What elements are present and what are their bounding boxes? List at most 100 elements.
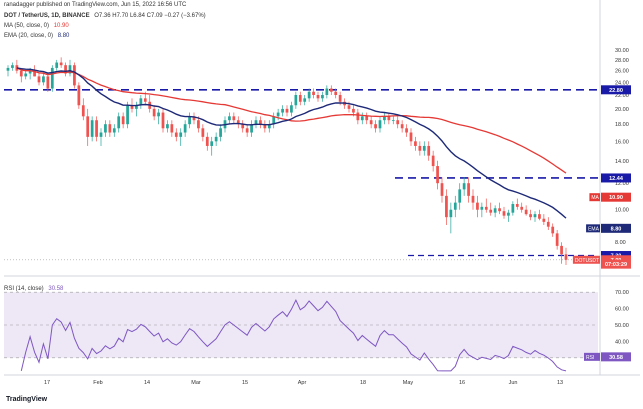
candle-body[interactable] — [201, 128, 205, 137]
candle-body[interactable] — [515, 204, 519, 207]
candle-body[interactable] — [400, 124, 404, 129]
candle-body[interactable] — [210, 141, 214, 146]
candle-body[interactable] — [387, 116, 391, 121]
rsi-value-badge[interactable] — [601, 352, 631, 362]
candle-body[interactable] — [436, 166, 439, 184]
candle-body[interactable] — [259, 120, 262, 125]
candle-body[interactable] — [453, 202, 457, 210]
candle-body[interactable] — [418, 145, 422, 151]
ema-legend[interactable]: EMA (20, close, 0) 8.80 — [4, 33, 72, 39]
candle-body[interactable] — [236, 120, 240, 125]
candle-body[interactable] — [476, 202, 479, 210]
candle-body[interactable] — [197, 120, 200, 129]
candle-body[interactable] — [294, 94, 298, 106]
candle-body[interactable] — [405, 128, 408, 133]
candle-body[interactable] — [99, 132, 103, 137]
candle-body[interactable] — [152, 108, 156, 117]
candle-body[interactable] — [219, 128, 222, 137]
candle-body[interactable] — [188, 116, 191, 125]
candle-body[interactable] — [135, 105, 138, 109]
candle-body[interactable] — [551, 226, 555, 234]
candle-body[interactable] — [383, 116, 386, 121]
tradingview-logo[interactable]: TradingView — [6, 396, 48, 403]
candle-body[interactable] — [307, 91, 311, 99]
candle-body[interactable] — [42, 76, 45, 83]
candle-body[interactable] — [46, 76, 50, 89]
candle-body[interactable] — [356, 112, 360, 121]
candle-body[interactable] — [329, 88, 333, 92]
candle-body[interactable] — [174, 132, 178, 137]
candle-body[interactable] — [130, 105, 134, 109]
candle-body[interactable] — [502, 211, 506, 216]
rsi-line[interactable] — [20, 299, 567, 372]
candle-body[interactable] — [267, 124, 271, 129]
candle-body[interactable] — [112, 128, 116, 133]
candle-body[interactable] — [298, 94, 302, 102]
candle-body[interactable] — [139, 98, 143, 106]
candle-body[interactable] — [161, 112, 165, 129]
candle-body[interactable] — [166, 124, 169, 129]
candle-body[interactable] — [50, 67, 54, 89]
candle-body[interactable] — [170, 124, 174, 133]
candle-body[interactable] — [290, 105, 293, 113]
candle-body[interactable] — [520, 206, 524, 210]
ma-50-line[interactable] — [16, 67, 567, 174]
candle-body[interactable] — [338, 94, 342, 102]
candle-body[interactable] — [281, 108, 284, 113]
candle-body[interactable] — [263, 124, 267, 129]
candle-body[interactable] — [396, 120, 400, 125]
candle-body[interactable] — [55, 62, 59, 68]
candle-body[interactable] — [546, 221, 550, 227]
price-level-badge[interactable] — [601, 173, 631, 183]
candle-body[interactable] — [431, 155, 435, 167]
candle-body[interactable] — [250, 124, 253, 133]
candle-body[interactable] — [28, 70, 32, 74]
candle-body[interactable] — [347, 105, 351, 109]
candle-body[interactable] — [489, 209, 493, 213]
candle-body[interactable] — [241, 124, 245, 129]
price-level-badge[interactable] — [601, 85, 631, 95]
ema-20-line[interactable] — [16, 67, 567, 219]
candle-body[interactable] — [511, 204, 515, 213]
candle-body[interactable] — [440, 183, 444, 196]
candle-body[interactable] — [179, 132, 183, 137]
candle-body[interactable] — [73, 65, 76, 86]
candle-body[interactable] — [19, 70, 23, 77]
candle-body[interactable] — [325, 88, 329, 95]
candle-body[interactable] — [37, 76, 41, 83]
candle-body[interactable] — [471, 195, 475, 203]
price-badge[interactable] — [601, 192, 631, 202]
candle-body[interactable] — [378, 120, 382, 129]
candle-body[interactable] — [480, 206, 484, 210]
candle-body[interactable] — [493, 208, 497, 213]
candle-body[interactable] — [507, 212, 510, 216]
candle-body[interactable] — [524, 209, 528, 215]
candle-body[interactable] — [59, 62, 63, 66]
candle-body[interactable] — [360, 116, 364, 121]
ma-legend[interactable]: MA (50, close, 0) 10.90 — [4, 23, 72, 29]
price-badge[interactable] — [601, 223, 631, 233]
candle-body[interactable] — [365, 116, 369, 121]
candle-body[interactable] — [86, 116, 90, 137]
candle-body[interactable] — [157, 112, 160, 117]
candle-body[interactable] — [422, 145, 426, 151]
candle-body[interactable] — [6, 67, 10, 71]
candle-body[interactable] — [228, 116, 231, 121]
candle-body[interactable] — [414, 141, 417, 146]
candle-body[interactable] — [272, 116, 276, 125]
candle-body[interactable] — [484, 206, 488, 210]
candle-body[interactable] — [143, 98, 147, 102]
candle-body[interactable] — [121, 116, 125, 125]
candle-body[interactable] — [564, 254, 568, 260]
candle-body[interactable] — [104, 124, 107, 133]
candle-body[interactable] — [303, 98, 307, 102]
candle-body[interactable] — [369, 120, 373, 125]
candle-body[interactable] — [352, 108, 355, 113]
candle-body[interactable] — [560, 245, 563, 255]
candle-body[interactable] — [538, 214, 541, 219]
candle-body[interactable] — [108, 124, 112, 133]
candle-body[interactable] — [192, 116, 196, 121]
candle-body[interactable] — [462, 183, 466, 190]
candle-body[interactable] — [77, 85, 81, 106]
